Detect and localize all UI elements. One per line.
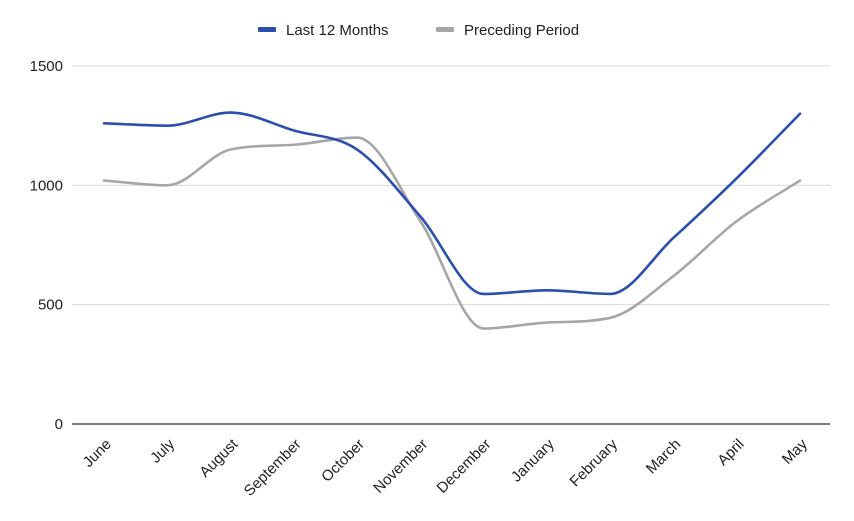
series-layer bbox=[102, 111, 802, 330]
legend-swatch bbox=[436, 27, 454, 32]
series-line-last-12-months bbox=[102, 111, 802, 296]
x-tick-label: December bbox=[434, 436, 495, 497]
x-tick-label: May bbox=[779, 435, 811, 467]
y-tick-label: 500 bbox=[38, 297, 63, 314]
legend-item-last-12-months: Last 12 Months bbox=[258, 22, 389, 39]
series-line-preceding-period bbox=[102, 136, 802, 330]
x-tick-label: October bbox=[318, 436, 368, 486]
x-tick-label: September bbox=[241, 436, 305, 500]
gridlines bbox=[72, 65, 830, 425]
x-tick-label: August bbox=[196, 435, 242, 481]
legend-label: Preceding Period bbox=[464, 22, 579, 39]
x-tick-label: February bbox=[567, 435, 622, 490]
legend: Last 12 Months Preceding Period bbox=[258, 22, 579, 39]
x-tick-label: April bbox=[714, 436, 747, 469]
y-tick-label: 0 bbox=[55, 416, 63, 433]
y-tick-label: 1500 bbox=[30, 58, 63, 75]
legend-label: Last 12 Months bbox=[286, 22, 389, 39]
x-tick-label: July bbox=[147, 435, 178, 466]
x-tick-label: January bbox=[508, 435, 558, 485]
x-tick-label: March bbox=[643, 436, 684, 477]
legend-item-preceding-period: Preceding Period bbox=[436, 22, 579, 39]
x-axis-ticks: June July August September October November De… bbox=[80, 435, 811, 499]
x-tick-label: June bbox=[80, 436, 115, 471]
y-tick-label: 1000 bbox=[30, 177, 63, 194]
x-tick-label: November bbox=[370, 436, 431, 497]
legend-swatch bbox=[258, 27, 276, 32]
y-axis-ticks: 0 500 1000 1500 bbox=[30, 58, 63, 433]
